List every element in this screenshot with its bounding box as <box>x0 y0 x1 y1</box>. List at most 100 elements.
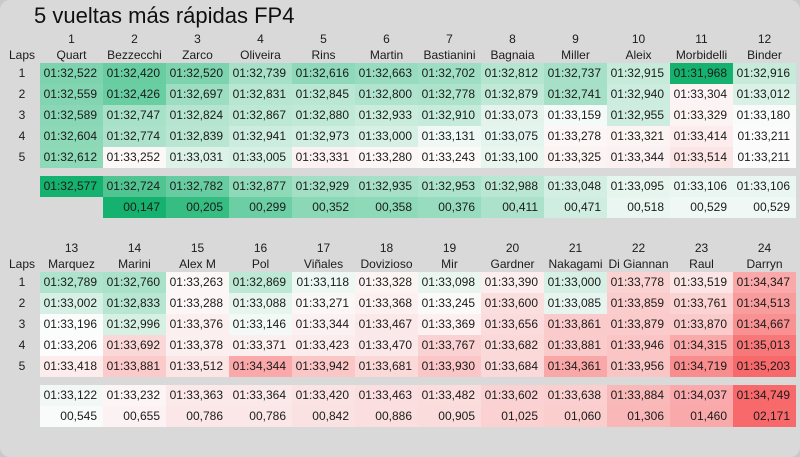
rider-header: Dovizioso <box>360 257 413 271</box>
rider-header: Quart <box>56 48 87 62</box>
rider-header: Di Giannan <box>608 257 669 271</box>
lap-time-cell: 01:33,376 <box>166 314 229 335</box>
gap-row-spacer <box>4 406 40 427</box>
lap-time-cell: 01:33,378 <box>166 335 229 356</box>
lap-time-cell: 01:33,470 <box>355 335 418 356</box>
lap-time-cell: 01:32,955 <box>607 105 670 126</box>
average-time-cell: 01:32,782 <box>166 176 229 197</box>
lap-time-cell: 01:32,741 <box>544 84 607 105</box>
rider-header: Marquez <box>48 257 95 271</box>
lap-time-cell: 01:32,916 <box>733 63 796 84</box>
gap-cell-empty <box>40 197 103 218</box>
lap-time-cell: 01:33,423 <box>292 335 355 356</box>
lap-time-cell: 01:35,013 <box>733 335 796 356</box>
lap-number: 5 <box>18 150 26 164</box>
gap-cell: 00,786 <box>166 406 229 427</box>
average-time-cell: 01:33,482 <box>418 385 481 406</box>
position-header: 16 <box>253 241 268 255</box>
lap-time-cell: 01:33,656 <box>481 314 544 335</box>
gap-cell: 00,655 <box>103 406 166 427</box>
lap-time-cell: 01:33,005 <box>229 147 292 168</box>
lap-time-cell: 01:32,702 <box>418 63 481 84</box>
lap-time-cell: 01:33,418 <box>40 356 103 377</box>
position-header: 14 <box>127 241 142 255</box>
position-header: 5 <box>320 32 327 46</box>
rider-header: Zarco <box>182 48 213 62</box>
gap-cell: 00,886 <box>355 406 418 427</box>
position-header: 18 <box>379 241 394 255</box>
lap-time-cell: 01:33,956 <box>607 356 670 377</box>
lap-time-cell: 01:33,278 <box>544 126 607 147</box>
position-header: 23 <box>694 241 709 255</box>
lap-time-cell: 01:34,667 <box>733 314 796 335</box>
position-header: 2 <box>131 32 138 46</box>
lap-time-cell: 01:33,321 <box>607 126 670 147</box>
lap-time-cell: 01:33,519 <box>670 272 733 293</box>
spacer-row <box>4 168 796 176</box>
average-time-cell: 01:32,953 <box>418 176 481 197</box>
lap-time-cell: 01:33,288 <box>166 293 229 314</box>
lap-time-cell: 01:33,118 <box>292 272 355 293</box>
lap-time-cell: 01:33,243 <box>418 147 481 168</box>
gap-row-spacer <box>4 197 40 218</box>
rider-header: Nakagami <box>548 257 603 271</box>
position-header: 17 <box>316 241 331 255</box>
lap-time-cell: 01:32,867 <box>229 105 292 126</box>
lap-number: 2 <box>18 296 26 310</box>
position-header: 11 <box>695 32 708 46</box>
lap-time-cell: 01:33,131 <box>418 126 481 147</box>
position-header: 21 <box>568 241 583 255</box>
lap-time-cell: 01:32,824 <box>166 105 229 126</box>
rider-header: Bezzecchi <box>107 48 162 62</box>
position-header: 15 <box>190 241 205 255</box>
lap-time-cell: 01:33,245 <box>418 293 481 314</box>
lap-time-cell: 01:33,467 <box>355 314 418 335</box>
rider-header: Binder <box>747 48 782 62</box>
rider-header: Morbidelli <box>675 48 728 62</box>
lap-time-cell: 01:32,800 <box>355 84 418 105</box>
spacer-row <box>4 377 796 385</box>
gap-cell: 00,147 <box>103 197 166 218</box>
lap-time-cell: 01:32,915 <box>607 63 670 84</box>
lap-time-cell: 01:32,426 <box>103 84 166 105</box>
lap-time-cell: 01:33,946 <box>607 335 670 356</box>
lap-time-cell: 01:33,252 <box>103 147 166 168</box>
lap-time-cell: 01:33,368 <box>355 293 418 314</box>
gap-cell: 00,518 <box>607 197 670 218</box>
lap-time-cell: 01:32,663 <box>355 63 418 84</box>
lap-number: 1 <box>18 275 26 289</box>
lap-time-cell: 01:33,681 <box>355 356 418 377</box>
lap-time-cell: 01:34,719 <box>670 356 733 377</box>
gap-cell: 00,352 <box>292 197 355 218</box>
average-time-cell: 01:33,364 <box>229 385 292 406</box>
lap-time-cell: 01:32,973 <box>292 126 355 147</box>
rider-header: Rins <box>311 48 336 62</box>
gap-cell: 00,529 <box>670 197 733 218</box>
lap-time-cell: 01:33,514 <box>670 147 733 168</box>
lap-time-cell: 01:32,522 <box>40 63 103 84</box>
rider-header: Alex M <box>179 257 216 271</box>
lap-time-cell: 01:33,859 <box>607 293 670 314</box>
lap-time-cell: 01:32,845 <box>292 84 355 105</box>
lap-time-cell: 01:32,996 <box>103 314 166 335</box>
lap-time-cell: 01:32,880 <box>292 105 355 126</box>
average-time-cell: 01:34,749 <box>733 385 796 406</box>
lap-time-cell: 01:33,329 <box>670 105 733 126</box>
lap-time-cell: 01:32,697 <box>166 84 229 105</box>
lap-time-cell: 01:33,328 <box>355 272 418 293</box>
position-header: 13 <box>64 241 79 255</box>
position-header: 6 <box>383 32 390 46</box>
lap-time-cell: 01:33,692 <box>103 335 166 356</box>
rider-header: Martin <box>369 48 404 62</box>
average-time-cell: 01:32,877 <box>229 176 292 197</box>
lap-time-cell: 01:33,211 <box>733 126 796 147</box>
average-time-cell: 01:33,602 <box>481 385 544 406</box>
lap-time-cell: 01:33,206 <box>40 335 103 356</box>
lap-number: 3 <box>18 108 26 122</box>
rider-header: Mir <box>441 257 458 271</box>
lap-time-cell: 01:33,000 <box>355 126 418 147</box>
position-header: 12 <box>757 32 772 46</box>
lap-time-cell: 01:33,196 <box>40 314 103 335</box>
gap-cell: 00,205 <box>166 197 229 218</box>
gap-cell: 01,306 <box>607 406 670 427</box>
